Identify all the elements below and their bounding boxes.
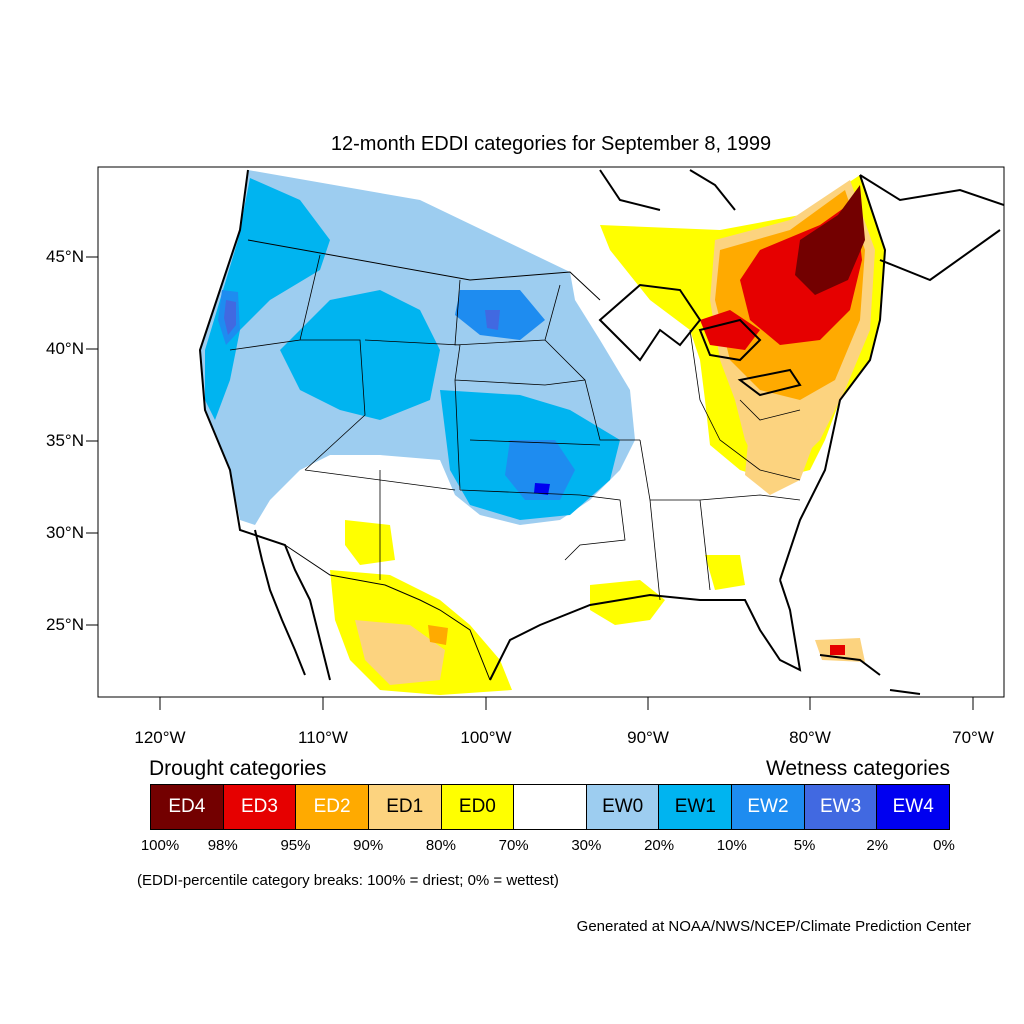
lat-label-30: 30°N [46, 523, 84, 542]
legend-cell-neutral [514, 785, 587, 829]
lon-label-110: 110°W [298, 728, 348, 747]
legend-cell-ed3: ED3 [223, 785, 297, 829]
wet-region-west-core [205, 178, 330, 420]
dry-region-texas-west [345, 520, 395, 565]
legend-break-label: 30% [571, 837, 602, 854]
wetness-heading: Wetness categories [765, 757, 950, 780]
legend-cell-ew0: EW0 [586, 785, 660, 829]
legend-break-label: 0% [933, 837, 955, 854]
coastline-baja [254, 529, 306, 676]
credit-line: Generated at NOAA/NWS/NCEP/Climate Predi… [576, 918, 971, 935]
wet-spot-dakota [485, 310, 500, 330]
wet-pocket-kansas [505, 440, 575, 500]
lat-label-40: 40°N [46, 339, 84, 358]
lon-label-80: 80°W [789, 728, 831, 747]
eddi-map [86, 166, 1005, 710]
legend-break-label: 70% [498, 837, 529, 854]
legend-break-label: 20% [644, 837, 675, 854]
dry-region-southeast [705, 555, 745, 590]
dry-region-southwest-core [355, 620, 445, 685]
legend-break-label: 98% [207, 837, 238, 854]
category-legend: ED4 ED3 ED2 ED1 ED0 EW0 EW1 EW2 EW3 EW4 [150, 784, 950, 830]
lon-label-120: 120°W [134, 728, 186, 747]
canada-east-coast [859, 174, 1004, 282]
lon-label-90: 90°W [627, 728, 669, 747]
legend-break-label: 5% [793, 837, 816, 854]
dry-region-northeast-ed4 [795, 185, 865, 295]
coastline-west [198, 169, 331, 681]
lon-label-70: 70°W [952, 728, 994, 747]
legend-cell-ed4: ED4 [151, 785, 224, 829]
hudson-region [599, 169, 736, 211]
state-borders [229, 254, 801, 601]
legend-break-label: 10% [716, 837, 747, 854]
canada-border [247, 239, 601, 301]
dry-region-lower-lakes [700, 310, 760, 350]
mexico-border [284, 544, 491, 681]
map-frame [97, 166, 1005, 698]
map-title: 12-month EDDI categories for September 8… [330, 133, 772, 155]
legend-break-label: 100% [140, 837, 180, 854]
legend-break-label: 95% [280, 837, 311, 854]
legend-break-label: 80% [425, 837, 456, 854]
dry-spot-southwest [428, 625, 448, 645]
legend-cell-ed1: ED1 [368, 785, 442, 829]
lat-label-45: 45°N [46, 247, 84, 266]
lat-label-25: 25°N [46, 615, 84, 634]
legend-cell-ed0: ED0 [441, 785, 515, 829]
legend-cell-ed2: ED2 [296, 785, 369, 829]
lat-label-35: 35°N [46, 431, 84, 450]
caribbean-islands [819, 654, 921, 695]
great-lakes [598, 283, 802, 397]
wet-region-rockies [280, 290, 440, 420]
dry-region-appalachia [745, 415, 815, 495]
category-note: (EDDI-percentile category breaks: 100% =… [137, 872, 559, 889]
legend-cell-ew1: EW1 [659, 785, 733, 829]
lon-label-100: 100°W [460, 728, 512, 747]
drought-heading: Drought categories [149, 757, 327, 780]
coastline-gulf [489, 579, 802, 681]
dry-region-gulf [590, 580, 665, 625]
wet-spot-oregon [224, 300, 236, 335]
legend-cell-ew4: EW4 [877, 785, 950, 829]
legend-break-label: 90% [353, 837, 384, 854]
legend-cell-ew2: EW2 [732, 785, 805, 829]
wet-spot-kansas [534, 483, 550, 495]
dry-spot-caribbean-core [830, 645, 845, 655]
legend-break-label: 2% [866, 837, 889, 854]
wet-pocket-dakotas [455, 290, 545, 340]
legend-cell-ew3: EW3 [804, 785, 878, 829]
